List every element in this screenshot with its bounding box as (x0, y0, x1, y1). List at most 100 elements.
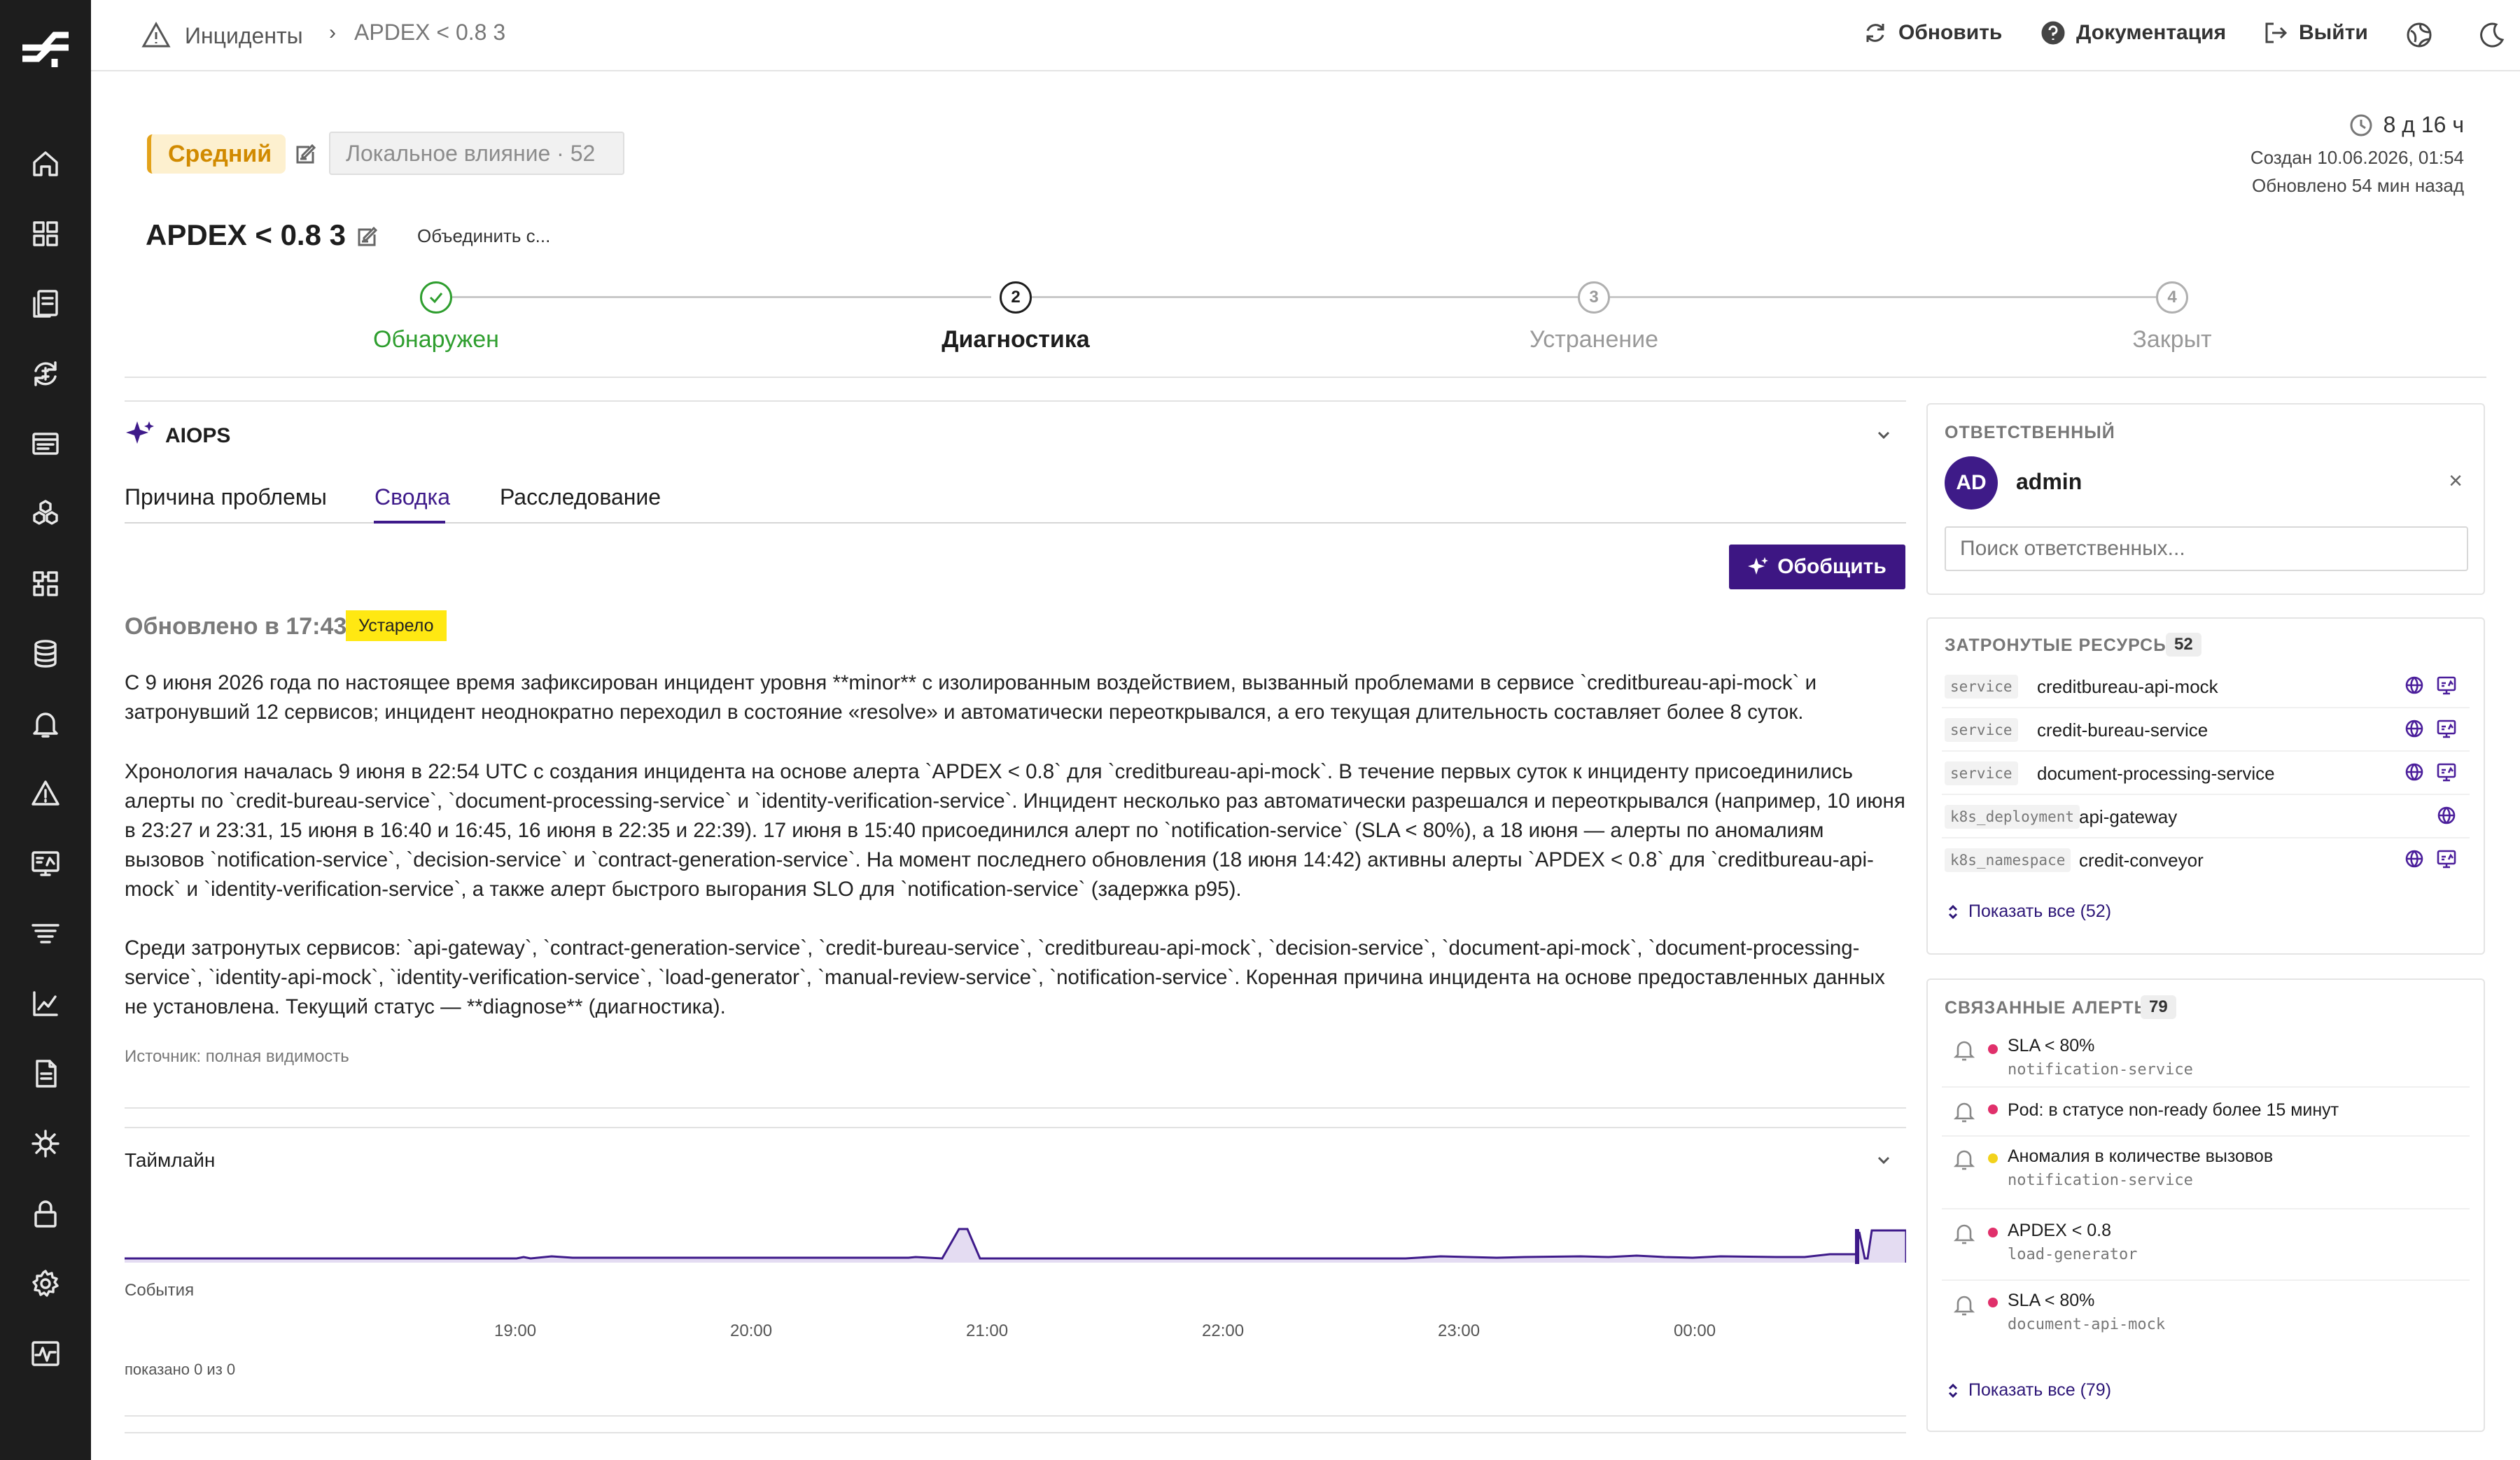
dashboard-icon[interactable] (27, 216, 64, 252)
activity-icon[interactable] (27, 1335, 64, 1372)
bell-icon (1952, 1221, 1977, 1246)
alert-name[interactable]: Аномалия в количестве вызовов (2008, 1146, 2274, 1166)
docs-button[interactable]: Документация (2040, 20, 2226, 46)
alerts-count: 79 (2141, 995, 2176, 1019)
breadcrumb-section[interactable]: Инциденты (185, 22, 303, 48)
step-connector (1032, 296, 1578, 298)
alert-row[interactable]: APDEX < 0.8 load-generator (1942, 1209, 2470, 1281)
network-icon[interactable] (27, 1125, 64, 1162)
resource-name[interactable]: credit-bureau-service (2037, 720, 2208, 740)
refresh-button[interactable]: Обновить (1862, 20, 2002, 46)
summary-source: Источник: полная видимость (125, 1047, 349, 1066)
timeline-chart[interactable] (125, 1190, 1906, 1264)
show-all-alerts-link[interactable]: Показать все (79) (1945, 1380, 2111, 1401)
lock-icon[interactable] (27, 1195, 64, 1232)
alert-service: notification-service (2008, 1172, 2193, 1189)
stack-icon[interactable] (27, 915, 64, 952)
tick-label: 20:00 (730, 1321, 773, 1340)
alert-name[interactable]: APDEX < 0.8 (2008, 1221, 2111, 1240)
show-all-resources-link[interactable]: Показать все (52) (1945, 901, 2111, 922)
resource-row[interactable]: k8s_deployment api-gateway (1942, 795, 2470, 838)
theme-toggle-icon[interactable] (2478, 21, 2506, 49)
alert-row[interactable]: Pod: в статусе non-ready более 15 минут (1942, 1088, 2470, 1137)
remove-owner-button[interactable]: × (2449, 468, 2463, 494)
warning-icon[interactable] (27, 775, 64, 812)
severity-badge[interactable]: Средний (147, 134, 286, 174)
resource-row[interactable]: service document-processing-service (1942, 752, 2470, 795)
resource-name[interactable]: document-processing-service (2037, 763, 2275, 784)
sparkle-icon (126, 421, 154, 444)
globe-icon[interactable] (2404, 718, 2425, 739)
edit-title-icon[interactable] (356, 225, 378, 248)
monitor-icon[interactable] (27, 845, 64, 882)
help-icon (2041, 21, 2065, 45)
tab-summary[interactable]: Сводка (374, 484, 451, 510)
alert-row[interactable]: SLA < 80% notification-service (1942, 1029, 2470, 1088)
collapse-aiops-icon[interactable] (1873, 424, 1894, 445)
logs-icon[interactable] (27, 426, 64, 462)
resource-row[interactable]: k8s_namespace credit-conveyor (1942, 838, 2470, 882)
alert-name[interactable]: SLA < 80% (2008, 1291, 2095, 1310)
alert-row[interactable]: Аномалия в количестве вызовов notificati… (1942, 1137, 2470, 1209)
collapse-timeline-icon[interactable] (1873, 1149, 1894, 1170)
show-all-resources-label: Показать все (52) (1968, 901, 2112, 921)
dashboard-link-icon[interactable] (2436, 761, 2457, 782)
resource-type: service (1945, 761, 2018, 785)
logo-icon[interactable] (22, 28, 69, 70)
timeline-selection-handle[interactable] (1855, 1229, 1859, 1264)
home-icon[interactable] (27, 146, 64, 182)
globe-icon[interactable] (2404, 761, 2425, 782)
language-icon[interactable] (2405, 21, 2433, 49)
bell-icon[interactable] (27, 706, 64, 742)
settings-icon[interactable] (27, 1265, 64, 1302)
document-icon[interactable] (27, 1055, 64, 1092)
refresh-icon (1866, 24, 1884, 42)
dashboard-link-icon[interactable] (2436, 848, 2457, 869)
tick-label: 00:00 (1674, 1321, 1716, 1340)
database-icon[interactable] (27, 636, 64, 672)
resource-name[interactable]: credit-conveyor (2079, 850, 2204, 871)
warning-icon (141, 21, 171, 48)
globe-icon[interactable] (2436, 805, 2457, 826)
globe-icon[interactable] (2404, 675, 2425, 696)
dashboard-link-icon[interactable] (2436, 675, 2457, 696)
stale-badge: Устарело (346, 610, 447, 641)
tick-label: 22:00 (1202, 1321, 1245, 1340)
edit-severity-icon[interactable] (294, 143, 316, 165)
breadcrumb-separator: › (329, 21, 336, 44)
resource-row[interactable]: service creditbureau-api-mock (1942, 665, 2470, 708)
alert-service: document-api-mock (2008, 1316, 2166, 1333)
summary-paragraph-3: Среди затронутых сервисов: `api-gateway`… (125, 936, 1885, 1018)
alert-service: load-generator (2008, 1246, 2138, 1263)
chart-icon[interactable] (27, 985, 64, 1022)
summarize-button[interactable]: Обобщить (1729, 545, 1905, 589)
alerts-card: СВЯЗАННЫЕ АЛЕРТЫ 79 SLA < 80% notificati… (1926, 978, 2485, 1432)
alert-service: notification-service (2008, 1061, 2193, 1079)
tab-root-cause[interactable]: Причина проблемы (125, 484, 327, 510)
divider (125, 1127, 1906, 1128)
step-4-circle: 4 (2156, 281, 2188, 314)
step-1-done-icon (420, 281, 452, 314)
resource-name[interactable]: creditbureau-api-mock (2037, 676, 2218, 697)
globe-icon[interactable] (2404, 848, 2425, 869)
dashboard-link-icon[interactable] (2436, 718, 2457, 739)
step-detected-label: Обнаружен (373, 326, 499, 353)
hexagons-icon[interactable] (27, 496, 64, 532)
logout-button[interactable]: Выйти (2262, 20, 2368, 46)
resource-name[interactable]: api-gateway (2079, 806, 2178, 827)
alert-name[interactable]: Pod: в статусе non-ready более 15 минут (2008, 1100, 2339, 1120)
sync-icon[interactable] (27, 356, 64, 392)
apps-icon[interactable] (27, 566, 64, 602)
merge-button[interactable]: Объединить с... (417, 225, 551, 246)
alert-row[interactable]: SLA < 80% document-api-mock (1942, 1281, 2470, 1354)
summarize-label: Обобщить (1777, 555, 1886, 578)
top-bar: Инциденты › APDEX < 0.8 3 Обновить Докум… (91, 0, 2520, 71)
breadcrumb-incidents[interactable]: Инциденты (140, 20, 303, 52)
tab-investigation[interactable]: Расследование (500, 484, 662, 510)
services-icon[interactable] (27, 286, 64, 322)
alert-name[interactable]: SLA < 80% (2008, 1036, 2095, 1055)
resource-row[interactable]: service credit-bureau-service (1942, 708, 2470, 752)
logout-label: Выйти (2299, 21, 2368, 44)
owner-search-input[interactable] (1945, 526, 2468, 571)
show-all-alerts-label: Показать все (79) (1968, 1380, 2112, 1400)
